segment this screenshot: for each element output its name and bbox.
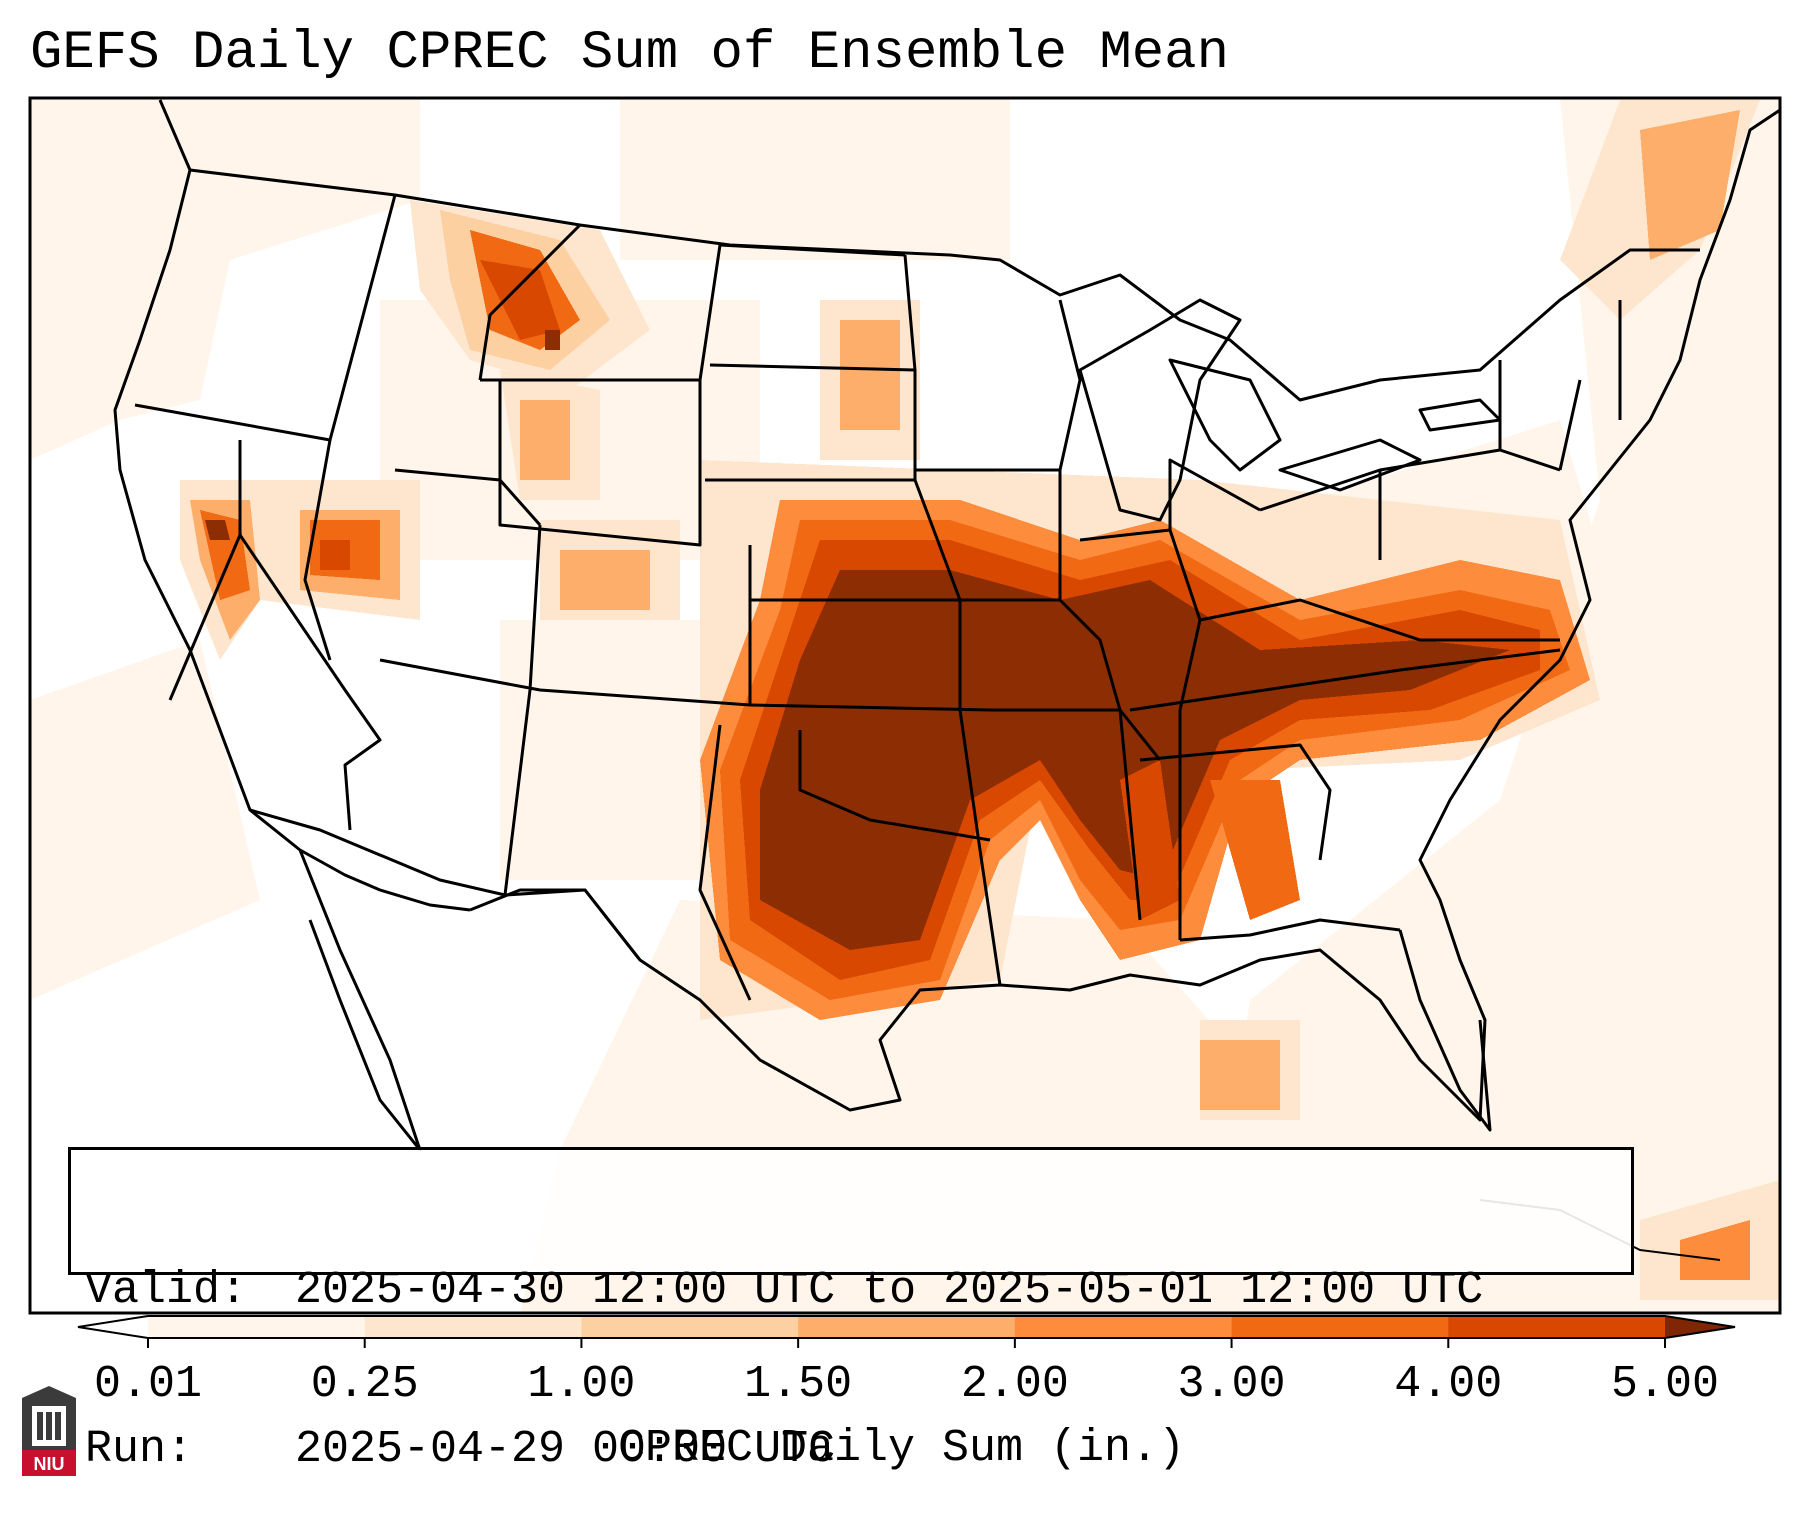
colorbar-tick-label: 0.25 bbox=[310, 1359, 419, 1410]
state-borders bbox=[113, 99, 1780, 1261]
colorbar-tick-label: 1.00 bbox=[527, 1359, 636, 1410]
info-box: Valid: 2025-04-30 12:00 UTC to 2025-05-01… bbox=[68, 1147, 1634, 1475]
colorbar-segment bbox=[364, 1316, 582, 1338]
colorbar-tick-label: 3.00 bbox=[1177, 1359, 1286, 1410]
valid-value: 2025-04-30 12:00 UTC to 2025-05-01 12:00… bbox=[295, 1265, 1484, 1316]
colorbar-segment bbox=[1231, 1316, 1449, 1338]
colorbar-segment bbox=[1014, 1316, 1233, 1338]
colorbar-tick-label: 4.00 bbox=[1394, 1359, 1503, 1410]
valid-label: Valid: bbox=[85, 1265, 248, 1316]
colorbar-segment bbox=[581, 1316, 799, 1338]
map-frame bbox=[28, 96, 1782, 1315]
colorbar-segment bbox=[798, 1316, 1016, 1338]
colorbar-segment bbox=[1448, 1316, 1666, 1338]
colorbar-label: CPREC Daily Sum (in.) bbox=[617, 1423, 1186, 1474]
colorbar-tick-label: 5.00 bbox=[1610, 1359, 1720, 1410]
colorbar-segment bbox=[148, 1316, 366, 1338]
run-label: Run: bbox=[85, 1424, 194, 1475]
page-title: GEFS Daily CPREC Sum of Ensemble Mean bbox=[30, 23, 1229, 84]
svg-text:NIU: NIU bbox=[34, 1454, 65, 1474]
colorbar-under-arrow bbox=[78, 1316, 148, 1338]
colorbar-over-arrow bbox=[1665, 1316, 1735, 1338]
niu-logo-icon: NIU bbox=[22, 1386, 76, 1476]
run-value: 2025-04-29 00:00 UTC bbox=[295, 1424, 836, 1475]
colorbar-tick-label: 2.00 bbox=[960, 1359, 1069, 1410]
colorbar-tick-label: 1.50 bbox=[744, 1359, 853, 1410]
colorbar bbox=[77, 1315, 1736, 1348]
colorbar-tick-label: 0.01 bbox=[93, 1359, 203, 1410]
